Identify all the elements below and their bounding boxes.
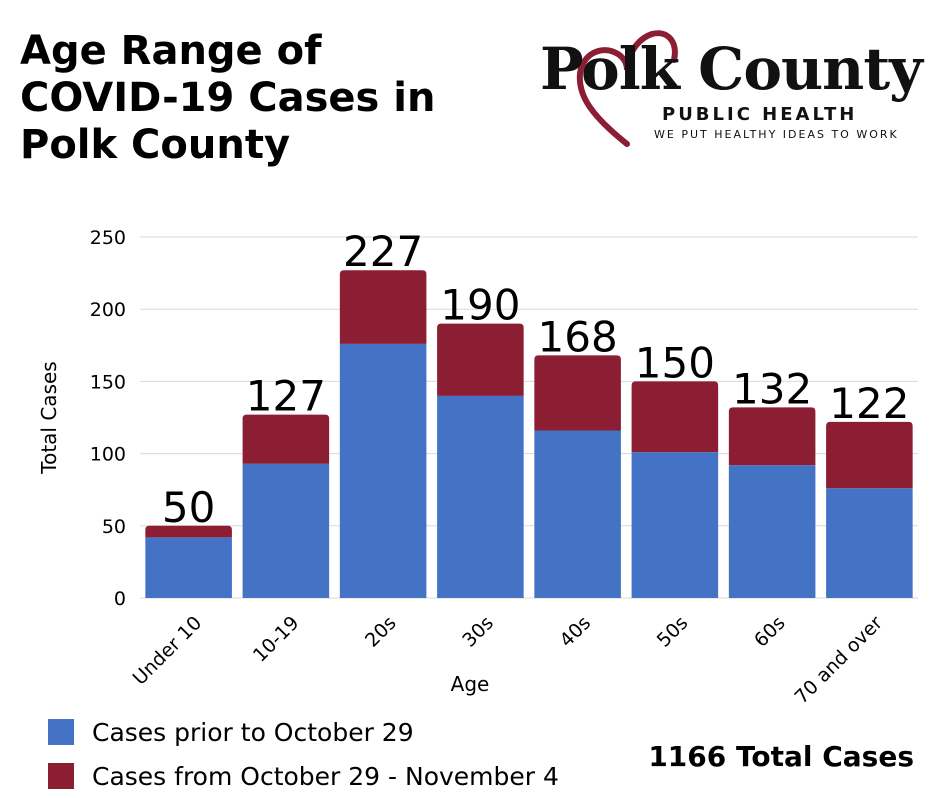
- bar-total-label: 150: [635, 338, 715, 387]
- bar-segment: [145, 537, 232, 598]
- bar-segment: [437, 323, 524, 396]
- legend-label-recent: Cases from October 29 - November 4: [92, 761, 559, 791]
- y-tick-label: 200: [90, 299, 126, 321]
- x-tick-label: 50s: [653, 612, 693, 652]
- bar-segment: [242, 414, 330, 464]
- x-axis-label: Age: [451, 672, 490, 696]
- legend-swatch-recent: [48, 763, 74, 789]
- y-tick-label: 100: [90, 444, 126, 466]
- chart-legend: Cases prior to October 29 Cases from Oct…: [48, 710, 559, 798]
- bar-total-label: 50: [162, 483, 215, 532]
- bar-segment: [631, 452, 719, 598]
- logo-tagline: WE PUT HEALTHY IDEAS TO WORK: [654, 128, 899, 141]
- x-tick-label: 70 and over: [790, 612, 887, 709]
- title-line-2: COVID-19 Cases in: [20, 75, 436, 122]
- logo-subtitle: PUBLIC HEALTH: [662, 104, 858, 125]
- y-axis-label: Total Cases: [37, 361, 61, 474]
- y-tick-label: 0: [114, 588, 126, 610]
- bar-total-label: 127: [246, 372, 326, 421]
- bar-segment: [728, 407, 816, 466]
- polk-county-logo: Polk County PUBLIC HEALTH WE PUT HEALTHY…: [532, 26, 924, 150]
- y-tick-label: 150: [90, 371, 126, 393]
- bar-segment: [534, 355, 621, 431]
- bar-segment: [728, 465, 816, 598]
- stacked-bar-chart: 0 50 100 150 200 250 Total Cases 50 Under 10 127 1…: [37, 227, 918, 709]
- bar-segment: [339, 270, 427, 344]
- x-tick-label: 40s: [556, 612, 596, 652]
- bar-total-label: 168: [538, 312, 618, 361]
- logo-brand: Polk County: [540, 35, 923, 103]
- x-tick-label: 30s: [458, 612, 498, 652]
- y-tick-label: 50: [102, 516, 126, 538]
- bar-segment: [826, 488, 913, 598]
- title-line-1: Age Range of: [20, 28, 322, 74]
- legend-item-prior: Cases prior to October 29: [48, 710, 559, 754]
- bar-total-label: 190: [440, 281, 520, 330]
- legend-label-prior: Cases prior to October 29: [92, 717, 414, 747]
- bar-segment: [631, 381, 719, 453]
- bar-segment: [145, 525, 232, 538]
- x-tick-label: 20s: [361, 612, 401, 652]
- bar-total-label: 132: [732, 364, 812, 413]
- bar-segment: [826, 421, 913, 489]
- bar-segment: [534, 430, 621, 598]
- page-title: Age Range of COVID-19 Cases in Polk Coun…: [20, 28, 480, 170]
- title-line-3: Polk County: [20, 122, 291, 169]
- bar-total-label: 122: [829, 379, 909, 428]
- total-cases: 1166 Total Cases: [648, 740, 914, 773]
- bar-segment: [339, 343, 427, 598]
- y-tick-label: 250: [90, 227, 126, 249]
- legend-item-recent: Cases from October 29 - November 4: [48, 754, 559, 798]
- x-tick-label: 10-19: [249, 612, 304, 667]
- bar-segment: [242, 463, 330, 598]
- bar-total-label: 227: [343, 227, 423, 276]
- x-tick-label: Under 10: [129, 612, 207, 690]
- legend-swatch-prior: [48, 719, 74, 745]
- heart-icon: [576, 30, 678, 147]
- bar-segment: [437, 395, 524, 598]
- x-tick-label: 60s: [750, 612, 790, 652]
